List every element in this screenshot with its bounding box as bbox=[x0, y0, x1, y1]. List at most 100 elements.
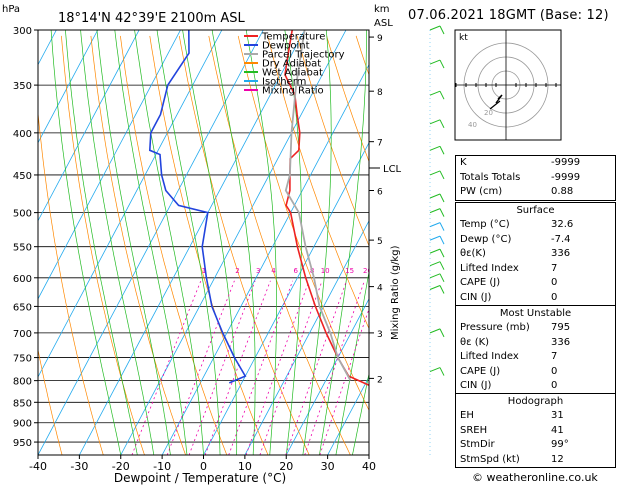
mu-thetae-value: 336 bbox=[551, 336, 571, 348]
mu-pressure-value: 795 bbox=[551, 322, 571, 333]
hpa-label: hPa bbox=[2, 4, 20, 15]
temp-tick-label: -30 bbox=[70, 460, 88, 473]
temp-tick-label: 10 bbox=[238, 460, 252, 473]
pressure-tick-label: 750 bbox=[13, 354, 32, 365]
dry-adiabat-line bbox=[326, 35, 369, 163]
index-tt-value: -9999 bbox=[551, 171, 581, 183]
mu-thetae-label: θε (K) bbox=[460, 336, 490, 348]
mixing-ratio-line bbox=[188, 280, 256, 455]
hodo-eh-value: 31 bbox=[551, 410, 564, 421]
wet-adiabat-line bbox=[352, 371, 369, 455]
hodo-sreh-label: SREH bbox=[460, 424, 488, 436]
wind-barb bbox=[429, 261, 441, 267]
mixing-ratio-line bbox=[166, 280, 235, 455]
dry-adiabat-line bbox=[38, 109, 104, 455]
datetime-header: 07.06.2021 18GMT (Base: 12) bbox=[408, 8, 609, 23]
lcl-label: LCL bbox=[383, 164, 402, 175]
mixing-ratio-label: 25 bbox=[377, 267, 386, 275]
wind-barb-flag bbox=[439, 59, 445, 69]
hodograph-trace bbox=[495, 94, 503, 104]
km-tick-label: 9 bbox=[377, 34, 383, 44]
wind-barb bbox=[429, 248, 441, 254]
wind-barb bbox=[429, 145, 441, 151]
mixing-ratio-label: 20 bbox=[363, 267, 372, 275]
isotherm-line bbox=[38, 30, 181, 300]
asl-label: ASL bbox=[374, 18, 393, 29]
dry-adiabat-line bbox=[178, 35, 310, 455]
wind-barb-flag bbox=[439, 328, 445, 338]
mu-cin-label: CIN (J) bbox=[460, 380, 492, 392]
wind-barb-flag bbox=[439, 170, 445, 180]
wind-barb-flag bbox=[439, 146, 445, 155]
wet-adiabat-line bbox=[302, 30, 332, 455]
dry-adiabat-line bbox=[90, 35, 186, 455]
mixing-ratio-line bbox=[304, 280, 365, 455]
surface-thetae-label: θε(K) bbox=[460, 248, 486, 260]
mu-li-label: Lifted Index bbox=[460, 351, 519, 363]
hodograph-storm-arrow bbox=[489, 100, 501, 110]
pressure-tick-label: 500 bbox=[13, 209, 32, 220]
surface-li-label: Lifted Index bbox=[460, 262, 519, 274]
temp-tick-label: 0 bbox=[200, 460, 207, 473]
isotherm-line bbox=[38, 30, 99, 144]
wind-barb-flag bbox=[439, 193, 445, 203]
unstable-title: Most Unstable bbox=[499, 308, 572, 319]
isotherm-line bbox=[38, 30, 223, 378]
legend-label: Mixing Ratio bbox=[262, 86, 324, 97]
mixing-ratio-line bbox=[228, 280, 294, 455]
wind-barb-flag bbox=[439, 25, 445, 35]
surface-li-value: 7 bbox=[551, 262, 558, 274]
indices-top-box: K -9999 Totals Totals -9999 PW (cm) 0.88 bbox=[455, 155, 616, 201]
surface-temp-label: Temp (°C) bbox=[460, 219, 510, 230]
pressure-tick-label: 600 bbox=[13, 274, 32, 285]
wind-barb bbox=[429, 193, 441, 199]
wind-barb bbox=[429, 90, 441, 96]
hodograph-ring-label: 20 bbox=[484, 109, 493, 117]
hodograph-ring-label: 40 bbox=[468, 121, 477, 129]
mu-cin-value: 0 bbox=[551, 380, 558, 392]
surface-thetae-value: 336 bbox=[551, 248, 571, 260]
pressure-tick-label: 800 bbox=[13, 377, 32, 388]
isotherm-line bbox=[120, 30, 347, 455]
pressure-tick-label: 950 bbox=[13, 438, 32, 449]
wind-barb-flag bbox=[439, 90, 445, 100]
wind-barb bbox=[429, 235, 441, 241]
dry-adiabat-line bbox=[61, 35, 145, 455]
index-k-value: -9999 bbox=[551, 157, 581, 168]
index-pw-value: 0.88 bbox=[551, 186, 574, 198]
km-tick-label: 5 bbox=[377, 237, 383, 247]
surface-box: Surface Temp (°C) 32.6 Dewp (°C) -7.4 θε(K… bbox=[455, 202, 616, 307]
dry-adiabat-line bbox=[296, 35, 369, 247]
x-axis-label: Dewpoint / Temperature (°C) bbox=[114, 471, 286, 485]
surface-cape-label: CAPE (J) bbox=[460, 277, 501, 289]
wet-adiabat-line bbox=[134, 30, 204, 455]
km-tick-label: 8 bbox=[377, 88, 383, 98]
wind-barb-flag bbox=[439, 235, 445, 245]
isotherm-line bbox=[285, 298, 369, 455]
wet-adiabat-line bbox=[80, 30, 155, 455]
surface-dewp-label: Dewp (°C) bbox=[460, 233, 512, 245]
km-label: km bbox=[374, 4, 390, 15]
wet-adiabat-line bbox=[65, 30, 138, 455]
pressure-tick-label: 650 bbox=[13, 302, 32, 313]
hodo-stmdir-value: 99° bbox=[551, 439, 569, 451]
pressure-tick-label: 900 bbox=[13, 419, 32, 430]
wind-barb-flag bbox=[439, 285, 445, 294]
pressure-tick-label: 700 bbox=[13, 329, 32, 340]
temp-tick-label: -20 bbox=[112, 460, 130, 473]
hodo-stmspd-value: 12 bbox=[551, 453, 564, 465]
wind-barb bbox=[429, 222, 441, 228]
wind-barb bbox=[429, 25, 441, 31]
wet-adiabat-line bbox=[335, 269, 369, 455]
index-tt-label: Totals Totals bbox=[460, 171, 521, 183]
wind-barb-flag bbox=[439, 208, 445, 217]
pressure-tick-label: 350 bbox=[13, 81, 32, 92]
index-row: Totals Totals -9999 bbox=[456, 171, 615, 186]
hodo-eh-label: EH bbox=[460, 410, 474, 421]
wind-barb-flag bbox=[439, 273, 445, 283]
km-tick-label: 6 bbox=[377, 187, 383, 197]
mixing-ratio-axis-label: Mixing Ratio (g/kg) bbox=[390, 245, 401, 340]
mixing-ratio-label: 4 bbox=[271, 267, 276, 275]
mu-cape-label: CAPE (J) bbox=[460, 365, 501, 377]
